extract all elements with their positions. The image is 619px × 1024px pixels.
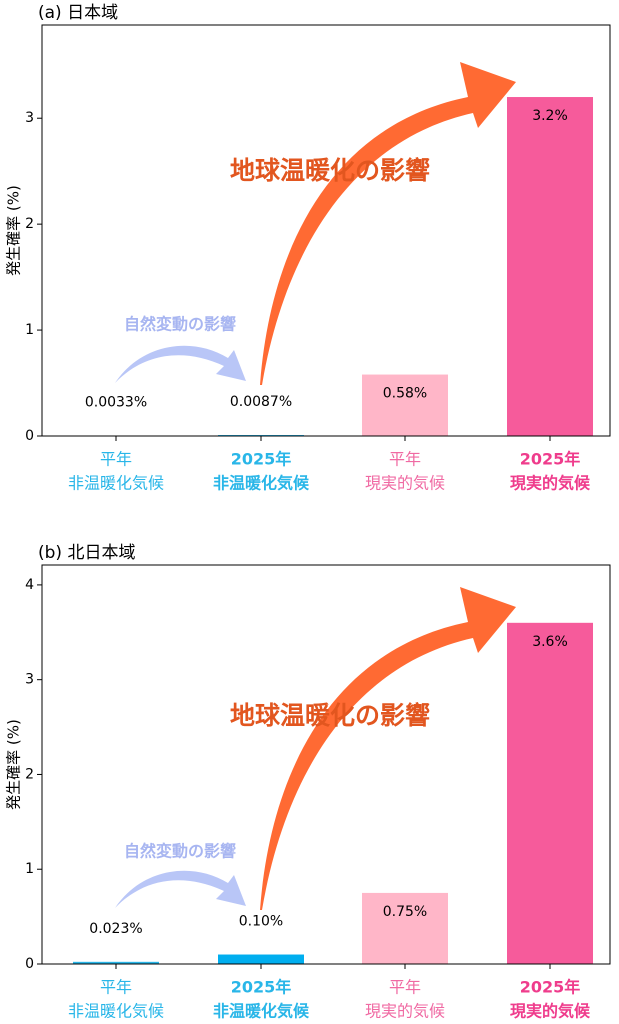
axes-frame bbox=[41, 564, 611, 965]
x-tick-label: 非温暖化気候 bbox=[68, 474, 164, 493]
value-label: 0.023% bbox=[89, 921, 142, 937]
warming-arrow bbox=[260, 62, 516, 385]
annotation: 地球温暖化の影響 bbox=[230, 701, 430, 730]
x-tick-label: 2025年 bbox=[231, 978, 292, 997]
natural-arrow bbox=[115, 345, 246, 383]
y-tick-label: 2 bbox=[25, 216, 34, 232]
x-tick-label: 平年 bbox=[389, 450, 421, 469]
x-tick-label: 非温暖化気候 bbox=[68, 1002, 164, 1021]
x-tick-label: 非温暖化気候 bbox=[213, 474, 310, 493]
value-label: 0.58% bbox=[383, 386, 427, 402]
annotation: 自然変動の影響 bbox=[124, 315, 236, 334]
bar bbox=[362, 374, 448, 436]
y-tick-label: 3 bbox=[25, 110, 34, 126]
x-tick-label: 平年 bbox=[100, 978, 132, 997]
y-tick-label: 3 bbox=[25, 672, 34, 688]
y-axis-label: 発生確率 (%) bbox=[5, 185, 23, 276]
bar bbox=[507, 97, 593, 436]
panel-title: (a) 日本域 bbox=[38, 3, 118, 23]
panel-title: (b) 北日本域 bbox=[38, 543, 135, 563]
axes-frame bbox=[41, 24, 611, 437]
annotation: 地球温暖化の影響 bbox=[230, 156, 430, 185]
value-label: 3.6% bbox=[532, 634, 568, 650]
y-tick-label: 1 bbox=[25, 322, 34, 338]
y-tick-label: 4 bbox=[25, 577, 34, 593]
x-tick-label: 2025年 bbox=[231, 450, 292, 469]
x-tick-label: 現実的気候 bbox=[365, 474, 445, 493]
x-tick-label: 平年 bbox=[100, 450, 132, 469]
value-label: 0.0033% bbox=[85, 395, 147, 411]
x-tick-label: 現実的気候 bbox=[510, 474, 591, 493]
value-label: 0.75% bbox=[383, 904, 427, 920]
x-tick-label: 非温暖化気候 bbox=[213, 1002, 310, 1021]
y-tick-label: 2 bbox=[25, 766, 34, 782]
natural-arrow bbox=[115, 870, 246, 908]
bar bbox=[362, 892, 448, 964]
bar bbox=[507, 622, 593, 964]
bar bbox=[218, 954, 304, 964]
y-tick-label: 1 bbox=[25, 861, 34, 877]
y-axis-label: 発生確率 (%) bbox=[5, 719, 23, 810]
value-label: 0.0087% bbox=[230, 394, 292, 410]
value-label: 3.2% bbox=[532, 108, 568, 124]
x-tick-label: 平年 bbox=[389, 978, 421, 997]
x-tick-label: 現実的気候 bbox=[510, 1002, 591, 1021]
bar bbox=[73, 961, 159, 964]
x-tick-label: 2025年 bbox=[520, 978, 581, 997]
warming-arrow bbox=[260, 587, 516, 910]
annotation: 自然変動の影響 bbox=[124, 842, 236, 861]
y-tick-label: 0 bbox=[25, 428, 34, 444]
x-tick-label: 2025年 bbox=[520, 450, 581, 469]
y-tick-label: 0 bbox=[25, 956, 34, 972]
x-tick-label: 現実的気候 bbox=[365, 1002, 445, 1021]
value-label: 0.10% bbox=[239, 914, 283, 930]
